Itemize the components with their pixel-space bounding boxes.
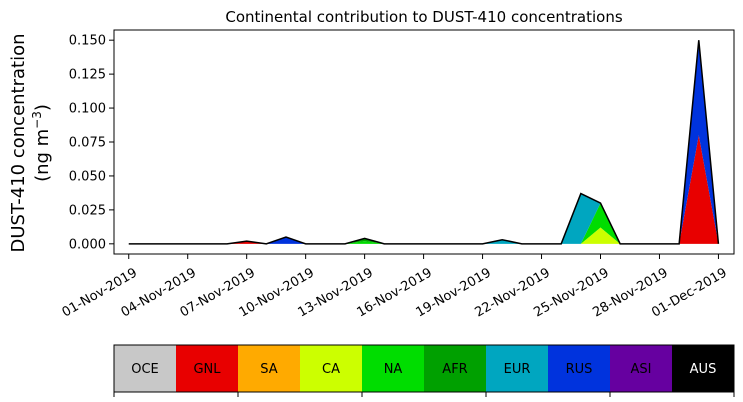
y-tick-label: 0.125 — [69, 68, 106, 83]
y-axis-label: DUST-410 concentration (ng m−3) — [8, 33, 53, 252]
y-axis-label-unit: (ng m — [32, 129, 53, 182]
chart-title: Continental contribution to DUST-410 con… — [225, 8, 622, 26]
legend-swatch-gnl — [176, 345, 239, 392]
legend-swatch-sa — [238, 345, 301, 392]
y-axis-label-close: ) — [32, 104, 53, 111]
plot-frame — [113, 29, 735, 255]
legend-label-aus: AUS — [690, 362, 717, 377]
y-axis-label-line1: DUST-410 concentration — [8, 33, 29, 252]
legend-label-rus: RUS — [566, 362, 593, 377]
legend-label-asi: ASI — [631, 362, 652, 377]
legend-label-ca: CA — [322, 362, 340, 377]
area-series-afr — [128, 135, 719, 244]
legend-swatch-eur — [486, 345, 549, 392]
y-tick-label: 0.000 — [69, 237, 106, 252]
legend-swatch-asi — [610, 345, 673, 392]
legend: OCE GNL SA CA NA AFR EUR RUS ASI AUS — [113, 344, 735, 397]
y-tick-label: 0.150 — [69, 34, 106, 49]
legend-swatch-aus — [672, 345, 735, 392]
legend-label-gnl: GNL — [193, 362, 221, 377]
legend-label-afr: AFR — [442, 362, 467, 377]
y-axis-label-line2: (ng m−3) — [30, 104, 53, 182]
area-series-eur — [128, 135, 719, 244]
y-tick-label: 0.050 — [69, 169, 106, 184]
plot-areas — [128, 40, 720, 245]
y-axis-label-exponent: −3 — [30, 111, 44, 129]
legend-label-sa: SA — [260, 362, 277, 377]
y-tick-label: 0.100 — [69, 102, 106, 117]
y-axis: 0.000 0.025 0.050 0.075 0.100 0.125 0.150 — [69, 34, 114, 252]
area-series-na — [128, 135, 719, 244]
legend-swatch-oce — [114, 345, 177, 392]
legend-label-eur: EUR — [504, 362, 531, 377]
area-series-ca — [128, 135, 719, 244]
legend-label-oce: OCE — [131, 362, 159, 377]
y-tick-label: 0.075 — [69, 136, 106, 151]
x-axis: 01-Nov-201904-Nov-201907-Nov-201910-Nov-… — [60, 254, 730, 321]
legend-swatch-afr — [424, 345, 487, 392]
legend-label-na: NA — [384, 362, 403, 377]
legend-swatch-na — [362, 345, 425, 392]
legend-frame — [113, 344, 735, 393]
y-tick-label: 0.025 — [69, 203, 106, 218]
total-outline — [128, 40, 720, 245]
legend-swatch-rus — [548, 345, 611, 392]
area-series-rus — [128, 40, 719, 244]
legend-swatch-ca — [300, 345, 363, 392]
area-series-gnl — [128, 135, 719, 244]
